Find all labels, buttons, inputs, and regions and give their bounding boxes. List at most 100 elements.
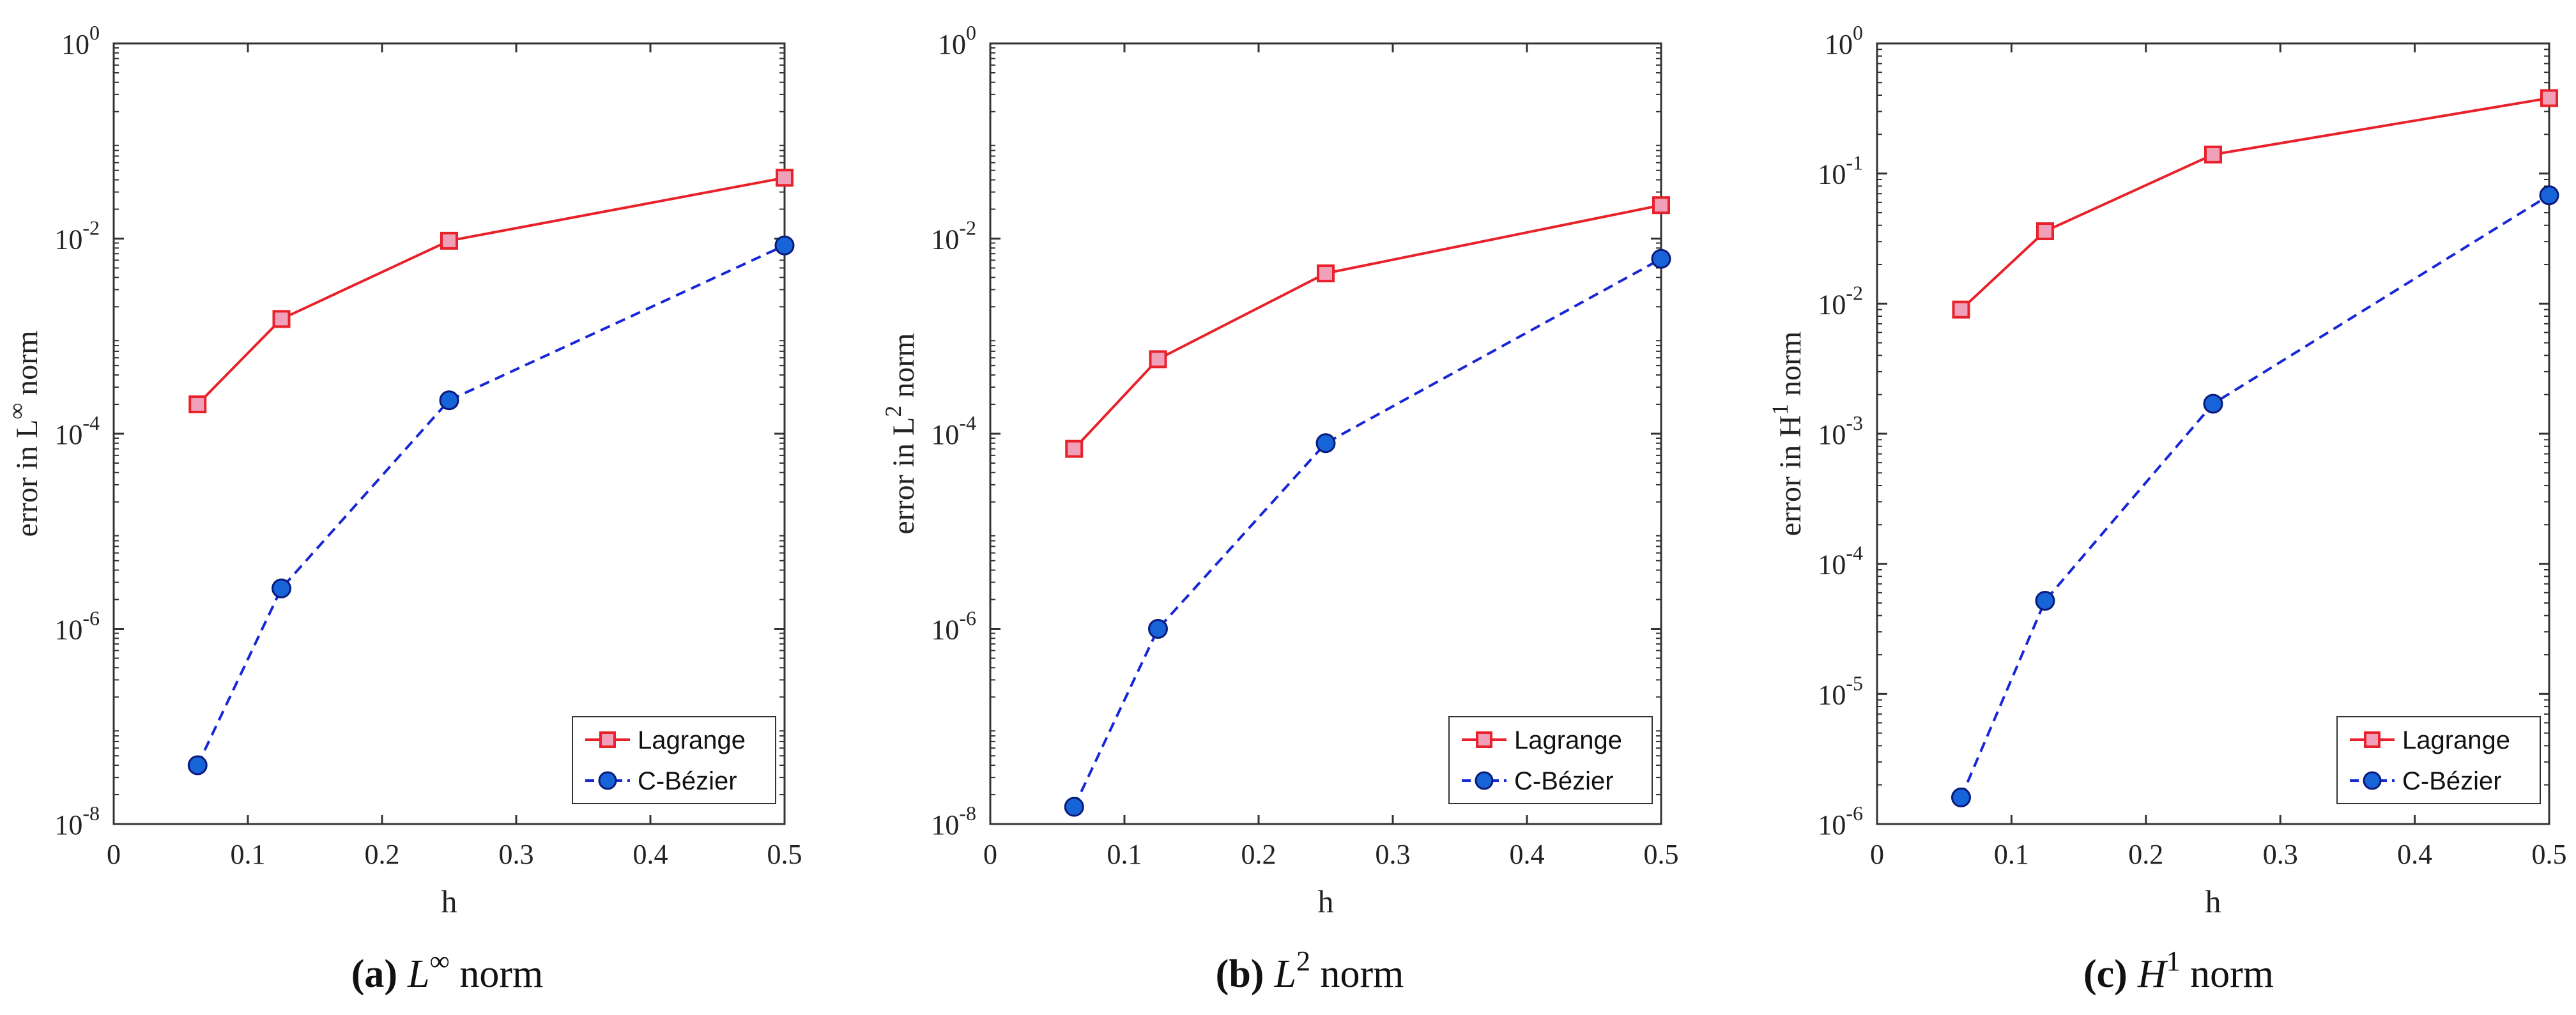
y-axis-label-superscript: 2 [880,406,906,417]
series-line-lagrange [1960,96,2550,311]
data-point-c-bezier [1064,797,1084,817]
y-tick-base: 10 [1818,679,1846,710]
data-point-lagrange [272,310,291,328]
y-tick-label: 10-3 [1818,411,1863,450]
x-tick-label: 0.1 [1994,839,2029,870]
x-tick-label: 0 [1870,839,1884,870]
data-point-lagrange [440,231,458,250]
y-tick-exponent: -8 [959,802,976,825]
data-point-lagrange [1952,300,1970,319]
y-tick-exponent: -4 [1846,542,1863,565]
subfigure-caption: (c) H1 norm [2083,945,2274,996]
y-tick-label: 10-5 [1818,671,1863,710]
series-line-lagrange [1073,204,1662,450]
x-axis-label: h [441,883,457,919]
data-point-c-bezier [774,235,795,256]
legend-marker-c-bezier [2363,771,2382,790]
data-point-lagrange [1149,350,1167,369]
data-point-c-bezier [2035,591,2055,611]
caption-superscript: 1 [2166,945,2181,977]
y-tick-exponent: 0 [966,21,976,44]
legend-label: Lagrange [2402,726,2510,754]
x-tick-label: 0.4 [1510,839,1545,870]
y-tick-label: 10-8 [54,802,100,841]
y-tick-base: 10 [61,29,89,60]
y-tick-exponent: -1 [1846,151,1863,174]
y-tick-label: 10-6 [931,607,976,646]
legend-marker-lagrange [599,731,616,748]
y-tick-label: 10-1 [1818,151,1863,190]
caption-label: (b) [1216,952,1264,996]
y-axis-label-text: error in H [1774,415,1807,536]
data-point-lagrange [188,395,207,414]
caption-math: H [2137,952,2168,996]
series-line-lagrange [196,176,785,406]
y-axis-label-suffix: norm [1774,332,1807,404]
y-tick-base: 10 [1825,29,1853,60]
y-tick-exponent: -8 [82,802,100,825]
y-axis-label: error in H1 norm [1767,332,1807,537]
series-line-c-bezier [196,244,785,766]
caption-label: (c) [2083,952,2128,996]
y-tick-exponent: -2 [82,217,100,240]
legend-label: Lagrange [638,726,746,754]
x-axis-label: h [2205,883,2221,919]
x-tick-label: 0.3 [1376,839,1411,870]
x-tick-label: 0.2 [2128,839,2163,870]
caption-superscript: ∞ [430,945,450,977]
y-axis-label: error in L2 norm [880,333,921,534]
y-tick-label: 10-4 [931,411,976,450]
legend-marker-c-bezier [1475,771,1494,790]
y-tick-exponent: -4 [82,411,100,434]
chart-panel-b: 0 0.1 0.2 0.3 0.4 0.510-810-610-410-2100error… [880,21,1679,996]
y-tick-label: 10-2 [1818,281,1863,320]
x-tick-label: 0.2 [365,839,400,870]
data-point-c-bezier [1951,787,1971,807]
y-tick-exponent: -2 [959,217,976,240]
y-axis-label-suffix: norm [887,333,921,405]
y-tick-base: 10 [1818,159,1846,190]
y-tick-exponent: -2 [1846,281,1863,304]
data-point-lagrange [2540,89,2558,107]
data-point-lagrange [2204,145,2222,164]
legend-label: Lagrange [1514,726,1622,754]
caption-rest: norm [450,952,543,996]
data-point-c-bezier [1651,248,1671,269]
caption-rest: norm [1310,952,1404,996]
y-tick-label: 10-4 [54,411,100,450]
subfigure-caption: (a) L∞ norm [351,945,544,996]
x-tick-label: 0.2 [1241,839,1276,870]
y-axis-label-suffix: norm [10,331,44,403]
legend-label: C-Bézier [1514,767,1614,795]
data-point-lagrange [2036,222,2054,241]
subfigure-caption: (b) L2 norm [1216,945,1404,996]
caption-label: (a) [351,952,397,996]
data-point-c-bezier [1148,619,1168,639]
y-tick-base: 10 [931,419,959,450]
data-point-c-bezier [187,755,208,775]
caption-rest: norm [2181,952,2274,996]
y-tick-base: 10 [54,224,82,256]
legend-marker-lagrange [2364,731,2380,748]
y-tick-base: 10 [931,809,959,841]
data-point-c-bezier [1315,433,1336,454]
y-tick-exponent: -6 [1846,802,1863,825]
data-point-lagrange [1065,439,1084,458]
y-tick-label: 10-8 [931,802,976,841]
y-tick-label: 100 [1825,21,1863,60]
x-tick-label: 0.1 [231,839,266,870]
legend-marker-c-bezier [598,771,617,790]
x-axis-label: h [1318,883,1334,919]
y-axis-label-text: error in L [10,420,44,537]
chart-panel-c: 0 0.1 0.2 0.3 0.4 0.510-610-510-410-310-210-1… [1767,21,2567,996]
legend-marker-lagrange [1476,731,1492,748]
y-tick-exponent: -6 [959,607,976,630]
data-point-c-bezier [2203,393,2223,414]
x-tick-label: 0.5 [2532,839,2567,870]
legend: Lagrange C-Bézier [572,716,776,804]
x-tick-label: 0 [107,839,121,870]
y-tick-exponent: -3 [1846,411,1863,434]
y-tick-exponent: 0 [89,21,100,44]
x-tick-label: 0.4 [633,839,668,870]
